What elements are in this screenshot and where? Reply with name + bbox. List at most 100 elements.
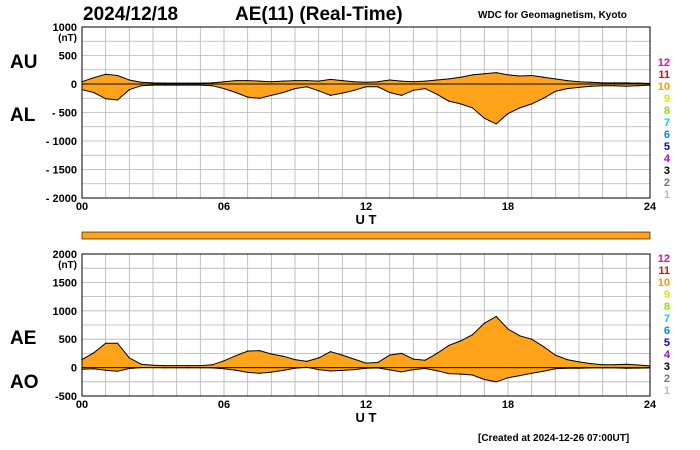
data-point-au xyxy=(424,80,426,82)
x-tick-label: 06 xyxy=(218,399,230,411)
data-point-ao xyxy=(400,371,403,373)
data-point-ae xyxy=(318,357,320,359)
y-tick-label: 1000 xyxy=(53,306,77,318)
data-point-ao xyxy=(353,368,355,371)
data-point-au xyxy=(436,79,438,81)
data-point-au xyxy=(164,82,166,84)
data-point-au xyxy=(365,81,367,83)
y-unit-label: (nT) xyxy=(58,260,77,271)
data-point-al xyxy=(554,90,556,93)
station-number: 10 xyxy=(658,277,670,289)
x-axis-label: U T xyxy=(356,212,377,227)
data-point-al xyxy=(590,85,592,87)
data-point-ae xyxy=(294,359,296,361)
data-point-au xyxy=(507,74,509,76)
data-point-ae xyxy=(377,361,379,364)
data-point-ae xyxy=(436,352,438,354)
data-point-al xyxy=(602,85,604,87)
data-point-ae xyxy=(116,342,119,344)
data-point-au xyxy=(412,81,414,83)
data-point-au xyxy=(566,79,568,82)
data-point-ao xyxy=(270,371,272,373)
data-point-al xyxy=(116,99,119,101)
y-tick-label: 0 xyxy=(71,363,77,375)
data-point-ae xyxy=(531,338,533,340)
data-point-au xyxy=(294,79,296,82)
data-point-al xyxy=(436,93,438,95)
data-point-al xyxy=(471,107,474,109)
data-point-au xyxy=(176,82,178,84)
station-number: 12 xyxy=(658,57,670,69)
data-point-al xyxy=(412,89,414,91)
data-point-ao xyxy=(329,370,332,372)
station-number: 3 xyxy=(664,361,670,373)
station-number: 4 xyxy=(664,153,671,165)
x-tick-label: 00 xyxy=(76,399,88,411)
data-point-ae xyxy=(460,340,462,342)
data-point-au xyxy=(389,79,391,81)
data-point-ae xyxy=(637,364,639,366)
data-point-al xyxy=(377,86,379,88)
data-point-al xyxy=(329,94,332,96)
y-tick-label: 1000 xyxy=(53,22,77,34)
source-label: WDC for Geomagnetism, Kyoto xyxy=(478,10,627,21)
data-point-al xyxy=(235,91,237,94)
data-point-al xyxy=(365,86,367,88)
data-point-al xyxy=(223,87,225,90)
data-point-au xyxy=(495,72,497,74)
data-point-ae xyxy=(389,354,391,356)
station-number: 1 xyxy=(664,189,670,201)
series-label-ao: AO xyxy=(10,372,39,393)
data-point-ae xyxy=(613,364,616,366)
data-point-ao xyxy=(235,369,237,371)
plot-frame xyxy=(81,26,651,199)
data-point-al xyxy=(353,89,355,91)
data-point-au xyxy=(448,78,450,80)
data-point-ao xyxy=(495,381,497,383)
station-number: 9 xyxy=(664,93,670,105)
data-point-al xyxy=(460,103,462,105)
data-point-ao xyxy=(116,370,119,372)
data-point-au xyxy=(105,73,107,75)
data-point-ao xyxy=(448,372,450,375)
data-point-ao xyxy=(507,377,509,379)
data-point-ae xyxy=(258,349,261,352)
data-point-ae xyxy=(412,358,414,360)
station-number: 12 xyxy=(658,253,670,265)
data-point-ae xyxy=(554,354,556,356)
data-point-al xyxy=(164,84,166,86)
data-point-al xyxy=(294,87,296,90)
data-point-au xyxy=(247,79,249,82)
status-bar xyxy=(81,231,651,240)
data-point-al xyxy=(389,91,391,94)
data-point-al xyxy=(152,84,154,86)
data-point-ao xyxy=(247,371,249,374)
data-point-al xyxy=(507,113,509,115)
data-point-ao xyxy=(483,378,485,381)
station-number: 10 xyxy=(658,81,670,93)
data-point-ae xyxy=(341,354,343,356)
data-point-au xyxy=(93,77,95,79)
data-point-au xyxy=(353,81,355,83)
data-point-ao xyxy=(554,368,556,370)
y-tick-label: 0 xyxy=(71,79,77,91)
data-point-al xyxy=(282,91,284,94)
station-number: 9 xyxy=(664,289,670,301)
data-point-ao xyxy=(412,368,414,371)
series-label-al: AL xyxy=(10,105,36,126)
data-point-al xyxy=(199,84,201,86)
data-point-au xyxy=(377,81,379,83)
data-point-ao xyxy=(258,372,261,374)
data-point-au xyxy=(519,75,521,77)
series-label-au: AU xyxy=(10,52,38,73)
data-point-au xyxy=(590,81,592,83)
data-point-ae xyxy=(93,352,95,354)
data-point-al xyxy=(542,97,545,99)
data-point-al xyxy=(318,90,320,92)
data-point-ae xyxy=(199,365,201,367)
data-point-au xyxy=(471,74,474,76)
data-point-ao xyxy=(105,369,107,371)
data-point-ae xyxy=(625,363,627,365)
data-point-ae xyxy=(495,315,497,318)
